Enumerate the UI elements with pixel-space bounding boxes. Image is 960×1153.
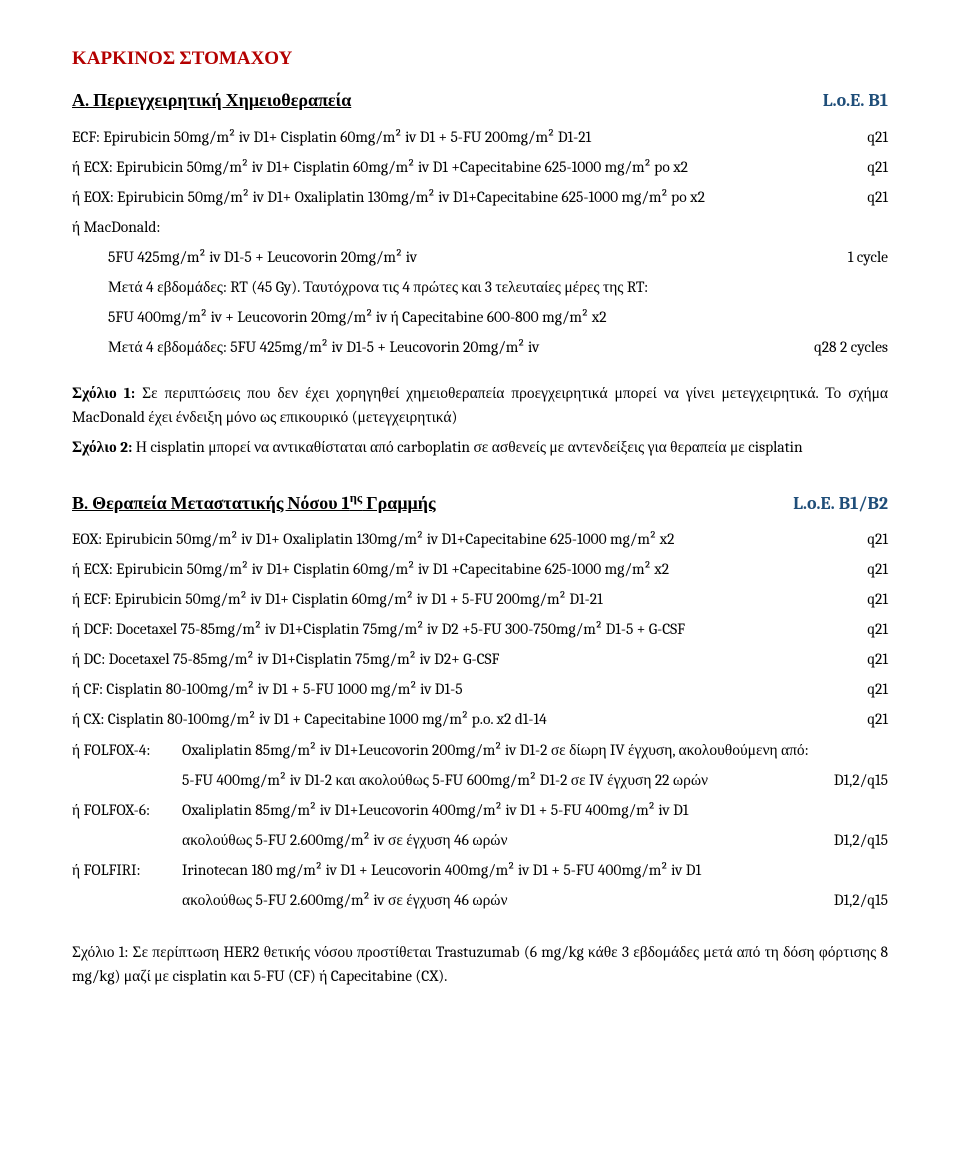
section-a-head: Α. Περιεγχειρητική Χημειοθεραπεία L.o.E.… bbox=[72, 87, 888, 115]
regimen-text: ECF: Epirubicin 50mg/m² iv D1+ Cisplatin… bbox=[72, 125, 867, 149]
folfox6-cycle: D1,2/q15 bbox=[834, 828, 888, 852]
section-a-heading: Α. Περιεγχειρητική Χημειοθεραπεία bbox=[72, 87, 351, 115]
macdonald-cycle: 1 cycle bbox=[848, 245, 888, 269]
regimen-text: ή CX: Cisplatin 80-100mg/m² iv D1 + Cape… bbox=[72, 707, 867, 731]
folfiri-cycle: D1,2/q15 bbox=[834, 888, 888, 912]
regimen-text: ή DCF: Docetaxel 75-85mg/m² iv D1+Cispla… bbox=[72, 617, 867, 641]
folfiri-line1: Irinotecan 180 mg/m² iv D1 + Leucovorin … bbox=[182, 858, 880, 882]
folfox4-cycle: D1,2/q15 bbox=[834, 768, 888, 792]
comment-1: Σχόλιο 1: Σε περιπτώσεις που δεν έχει χο… bbox=[72, 381, 888, 429]
document-page: ΚΑΡΚΙΝΟΣ ΣΤΟΜΑΧΟΥ Α. Περιεγχειρητική Χημ… bbox=[0, 0, 960, 1153]
regimen-row: ή DC: Docetaxel 75-85mg/m² iv D1+Cisplat… bbox=[72, 647, 888, 671]
regimen-row: ή EOX: Epirubicin 50mg/m² iv D1+ Oxalipl… bbox=[72, 185, 888, 209]
macdonald-row: Μετά 4 εβδομάδες: 5FU 425mg/m² iv D1-5 +… bbox=[72, 335, 888, 359]
comment-text: Σε περιπτώσεις που δεν έχει χορηγηθεί χη… bbox=[72, 384, 888, 426]
comment-2: Σχόλιο 2: Η cisplatin μπορεί να αντικαθί… bbox=[72, 435, 888, 459]
empty-label bbox=[72, 828, 182, 852]
regimen-row: ακολούθως 5-FU 2.600mg/m² iv σε έγχυση 4… bbox=[72, 828, 888, 852]
section-b-heading: Β. Θεραπεία Μεταστατικής Νόσου 1ης Γραμμ… bbox=[72, 490, 436, 518]
regimen-text: EOX: Epirubicin 50mg/m² iv D1+ Oxaliplat… bbox=[72, 527, 867, 551]
folfiri-line2: ακολούθως 5-FU 2.600mg/m² iv σε έγχυση 4… bbox=[182, 888, 826, 912]
regimen-cycle: q21 bbox=[867, 677, 888, 701]
regimen-text: ή CF: Cisplatin 80-100mg/m² iv D1 + 5-FU… bbox=[72, 677, 867, 701]
regimen-row: ή CX: Cisplatin 80-100mg/m² iv D1 + Cape… bbox=[72, 707, 888, 731]
folfox4-line1: Oxaliplatin 85mg/m² iv D1+Leucovorin 200… bbox=[182, 738, 880, 762]
folfox6-label: ή FOLFOX-6: bbox=[72, 798, 182, 822]
macdonald-row: 5FU 400mg/m² iv + Leucovorin 20mg/m² iv … bbox=[72, 305, 888, 329]
comment-label: Σχόλιο 2: bbox=[72, 438, 132, 456]
regimen-row: ή ECX: Epirubicin 50mg/m² iv D1+ Cisplat… bbox=[72, 155, 888, 179]
folfiri-block: ή FOLFIRI: Irinotecan 180 mg/m² iv D1 + … bbox=[72, 858, 888, 912]
folfox6-block: ή FOLFOX-6: Oxaliplatin 85mg/m² iv D1+Le… bbox=[72, 798, 888, 852]
page-title: ΚΑΡΚΙΝΟΣ ΣΤΟΜΑΧΟΥ bbox=[72, 44, 888, 73]
comment-text: Η cisplatin μπορεί να αντικαθίσταται από… bbox=[132, 438, 802, 456]
regimen-cycle: q21 bbox=[867, 707, 888, 731]
section-b-loeb: L.o.E. B1/B2 bbox=[793, 490, 888, 518]
folfox4-line2: 5-FU 400mg/m² iv D1-2 και ακολούθως 5-FU… bbox=[182, 768, 826, 792]
macdonald-text: Μετά 4 εβδομάδες: 5FU 425mg/m² iv D1-5 +… bbox=[108, 335, 814, 359]
regimen-cycle: q21 bbox=[867, 527, 888, 551]
folfox6-line1: Oxaliplatin 85mg/m² iv D1+Leucovorin 400… bbox=[182, 798, 880, 822]
regimen-cycle: q21 bbox=[867, 647, 888, 671]
macdonald-intro-text: ή MacDonald: bbox=[72, 215, 888, 239]
macdonald-text: Μετά 4 εβδομάδες: RT (45 Gy). Ταυτόχρονα… bbox=[108, 275, 888, 299]
regimen-cycle: q21 bbox=[867, 155, 888, 179]
regimen-row: ή CF: Cisplatin 80-100mg/m² iv D1 + 5-FU… bbox=[72, 677, 888, 701]
macdonald-block: ή MacDonald: 5FU 425mg/m² iv D1-5 + Leuc… bbox=[72, 215, 888, 359]
folfox4-block: ή FOLFOX-4: Oxaliplatin 85mg/m² iv D1+Le… bbox=[72, 738, 888, 792]
section-b: Β. Θεραπεία Μεταστατικής Νόσου 1ης Γραμμ… bbox=[72, 490, 888, 988]
macdonald-cycle: q28 2 cycles bbox=[814, 335, 888, 359]
macdonald-row: 5FU 425mg/m² iv D1-5 + Leucovorin 20mg/m… bbox=[72, 245, 888, 269]
macdonald-row: Μετά 4 εβδομάδες: RT (45 Gy). Ταυτόχρονα… bbox=[72, 275, 888, 299]
section-b-head: Β. Θεραπεία Μεταστατικής Νόσου 1ης Γραμμ… bbox=[72, 490, 888, 518]
folfiri-label: ή FOLFIRI: bbox=[72, 858, 182, 882]
comment-label: Σχόλιο 1: bbox=[72, 384, 135, 402]
regimen-row: ακολούθως 5-FU 2.600mg/m² iv σε έγχυση 4… bbox=[72, 888, 888, 912]
regimen-row: EOX: Epirubicin 50mg/m² iv D1+ Oxaliplat… bbox=[72, 527, 888, 551]
regimen-cycle: q21 bbox=[867, 185, 888, 209]
empty-label bbox=[72, 768, 182, 792]
section-b-comment-1: Σχόλιο 1: Σε περίπτωση HER2 θετικής νόσο… bbox=[72, 940, 888, 988]
regimen-row: ή FOLFIRI: Irinotecan 180 mg/m² iv D1 + … bbox=[72, 858, 888, 882]
folfox4-label: ή FOLFOX-4: bbox=[72, 738, 182, 762]
regimen-text: ή ECF: Epirubicin 50mg/m² iv D1+ Cisplat… bbox=[72, 587, 867, 611]
regimen-cycle: q21 bbox=[867, 587, 888, 611]
macdonald-text: 5FU 425mg/m² iv D1-5 + Leucovorin 20mg/m… bbox=[108, 245, 848, 269]
section-a-loeb: L.o.E. B1 bbox=[823, 87, 888, 115]
empty-label bbox=[72, 888, 182, 912]
regimen-cycle: q21 bbox=[867, 125, 888, 149]
regimen-row: ή ECF: Epirubicin 50mg/m² iv D1+ Cisplat… bbox=[72, 587, 888, 611]
comment-text: Σε περίπτωση HER2 θετικής νόσου προστίθε… bbox=[72, 943, 888, 985]
regimen-cycle: q21 bbox=[867, 617, 888, 641]
macdonald-intro: ή MacDonald: bbox=[72, 215, 888, 239]
regimen-text: ή ECX: Epirubicin 50mg/m² iv D1+ Cisplat… bbox=[72, 557, 867, 581]
macdonald-text: 5FU 400mg/m² iv + Leucovorin 20mg/m² iv … bbox=[108, 305, 888, 329]
regimen-text: ή ECX: Epirubicin 50mg/m² iv D1+ Cisplat… bbox=[72, 155, 867, 179]
regimen-row: ECF: Epirubicin 50mg/m² iv D1+ Cisplatin… bbox=[72, 125, 888, 149]
regimen-row: ή FOLFOX-6: Oxaliplatin 85mg/m² iv D1+Le… bbox=[72, 798, 888, 822]
regimen-row: ή FOLFOX-4: Oxaliplatin 85mg/m² iv D1+Le… bbox=[72, 738, 888, 762]
regimen-text: ή DC: Docetaxel 75-85mg/m² iv D1+Cisplat… bbox=[72, 647, 867, 671]
regimen-text: ή EOX: Epirubicin 50mg/m² iv D1+ Oxalipl… bbox=[72, 185, 867, 209]
comment-label: Σχόλιο 1: bbox=[72, 943, 128, 961]
regimen-row: 5-FU 400mg/m² iv D1-2 και ακολούθως 5-FU… bbox=[72, 768, 888, 792]
regimen-cycle: q21 bbox=[867, 557, 888, 581]
folfox6-line2: ακολούθως 5-FU 2.600mg/m² iv σε έγχυση 4… bbox=[182, 828, 826, 852]
regimen-row: ή ECX: Epirubicin 50mg/m² iv D1+ Cisplat… bbox=[72, 557, 888, 581]
regimen-row: ή DCF: Docetaxel 75-85mg/m² iv D1+Cispla… bbox=[72, 617, 888, 641]
